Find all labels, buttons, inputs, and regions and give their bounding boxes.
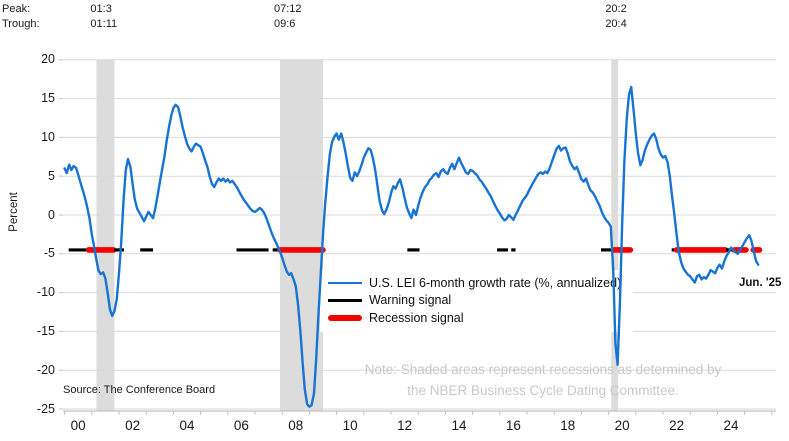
trough-row-label: Trough: — [2, 18, 40, 30]
y-tick-label: -20 — [36, 362, 55, 377]
x-tick-label: 14 — [451, 418, 467, 433]
y-tick-label: 15 — [41, 91, 55, 106]
annotation-trough-date: 20:4 — [605, 17, 627, 30]
y-tick-label: -25 — [36, 401, 55, 416]
x-tick-label: 12 — [397, 418, 413, 433]
x-tick-label: 06 — [233, 418, 249, 433]
x-tick-label: 08 — [288, 418, 304, 433]
x-tick-label: 20 — [614, 418, 630, 433]
y-tick-label: -5 — [43, 246, 55, 261]
recession-annotation: 07:12 09:6 — [274, 2, 302, 31]
x-tick-label: 04 — [179, 418, 195, 433]
legend-label: Recession signal — [369, 310, 464, 325]
recession-legend-swatch — [328, 314, 362, 321]
x-tick-label: 10 — [342, 418, 358, 433]
legend-item-recession: Recession signal — [328, 309, 621, 327]
recession-annotation: 20:2 20:4 — [605, 2, 626, 31]
annotation-peak-date: 20:2 — [605, 3, 627, 15]
recession-annotation: 01:3 01:11 — [90, 2, 117, 31]
legend: U.S. LEI 6-month growth rate (%, annuali… — [320, 270, 634, 332]
y-tick-label: 10 — [41, 129, 55, 144]
annotation-trough-date: 01:11 — [90, 17, 118, 30]
lei-legend-swatch — [328, 281, 362, 284]
recession-band — [96, 59, 115, 411]
y-tick-label: -10 — [36, 285, 55, 300]
y-tick-label: -15 — [36, 323, 55, 338]
x-tick-label: 18 — [560, 418, 576, 433]
annotation-peak-date: 07:12 — [274, 3, 302, 15]
note-line-2: the NBER Business Cycle Dating Committee… — [407, 383, 679, 398]
x-tick-label: 24 — [723, 418, 739, 433]
legend-item-lei: U.S. LEI 6-month growth rate (%, annuali… — [328, 274, 621, 292]
x-tick-label: 02 — [125, 418, 141, 433]
y-tick-label: 20 — [41, 52, 55, 67]
warning-legend-swatch — [328, 298, 362, 302]
x-tick-label: 00 — [70, 418, 86, 433]
y-tick-label: 5 — [48, 168, 55, 183]
legend-item-warning: Warning signal — [328, 292, 621, 310]
legend-label: U.S. LEI 6-month growth rate (%, annuali… — [369, 275, 622, 290]
recession-band — [280, 59, 323, 411]
source-text: Source: The Conference Board — [63, 384, 216, 396]
note-text: Note: Shaded areas represent recessions … — [352, 359, 734, 401]
annotation-trough-date: 09:6 — [274, 17, 296, 30]
x-tick-label: 22 — [669, 418, 685, 433]
y-tick-label: 0 — [48, 207, 55, 222]
x-tick-label: 16 — [505, 418, 521, 433]
legend-label: Warning signal — [369, 293, 452, 308]
latest-point-label: Jun. '25 — [739, 277, 782, 289]
peak-row-label: Peak: — [2, 3, 31, 15]
annotation-peak-date: 01:3 — [90, 3, 112, 15]
note-line-1: Note: Shaded areas represent recessions … — [364, 362, 722, 377]
